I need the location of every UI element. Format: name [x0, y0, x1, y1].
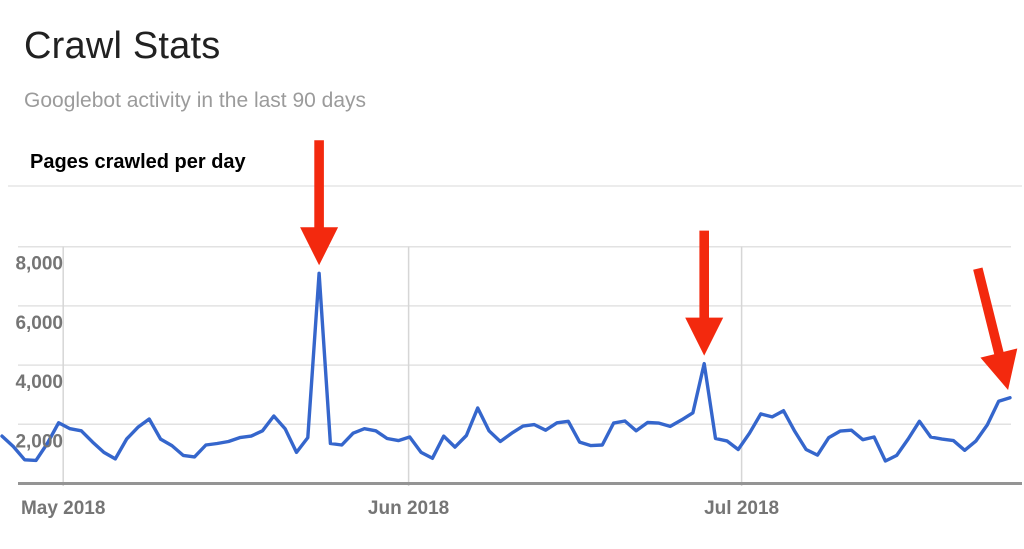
y-axis-label: 4,000: [15, 372, 63, 393]
x-axis-label: Jul 2018: [704, 498, 779, 519]
chart-title: Pages crawled per day: [30, 151, 246, 173]
chart-top-divider: [8, 185, 1022, 187]
x-axis-label: May 2018: [21, 498, 106, 519]
red-arrow-3: [973, 267, 1018, 390]
x-axis-label: Jun 2018: [368, 498, 449, 519]
red-arrow-1: [300, 140, 339, 266]
y-axis-label: 8,000: [15, 254, 63, 275]
y-axis-label: 6,000: [15, 313, 63, 334]
y-axis-label: 2,000: [15, 431, 63, 452]
crawl-rate-line: [0, 271, 1012, 463]
page-subtitle: Googlebot activity in the last 90 days: [24, 89, 367, 112]
red-arrow-2: [685, 230, 724, 356]
page-title: Crawl Stats: [24, 25, 221, 67]
